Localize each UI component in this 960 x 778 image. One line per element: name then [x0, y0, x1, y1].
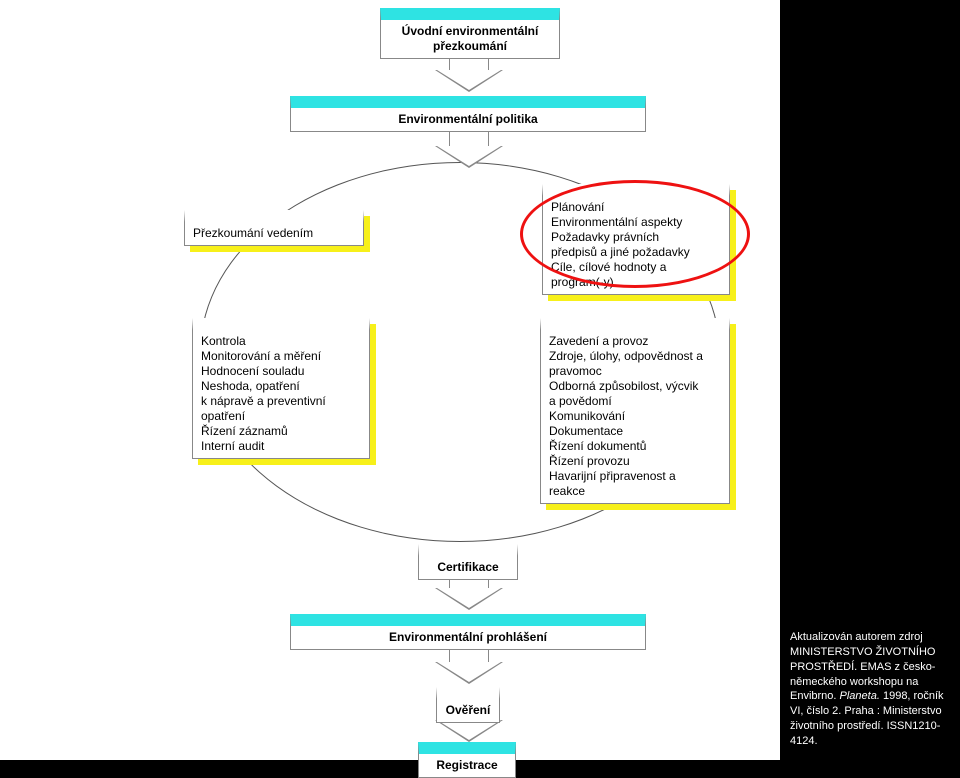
text: Cíle, cílové hodnoty a	[551, 260, 721, 275]
text: Environmentální prohlášení	[299, 630, 637, 645]
box-verification: Ověření	[436, 687, 500, 723]
text: Environmentální aspekty	[551, 215, 721, 230]
box-policy: Environmentální politika	[290, 96, 646, 132]
text: předpisů a jiné požadavky	[551, 245, 721, 260]
text: Neshoda, opatření	[201, 379, 361, 394]
text: Hodnocení souladu	[201, 364, 361, 379]
box-registration: Registrace	[418, 742, 516, 778]
text: MINISTERSTVO ŽIVOTNÍHO	[790, 646, 935, 658]
text: Envibrno.	[790, 690, 840, 702]
box-management-review: Přezkoumání vedením	[184, 210, 364, 246]
text: Přezkoumání vedením	[193, 226, 355, 241]
box-env-declaration: Environmentální prohlášení	[290, 614, 646, 650]
text: pravomoc	[549, 364, 721, 379]
text: Environmentální politika	[299, 112, 637, 127]
text: Kontrola	[201, 334, 361, 349]
text: Komunikování	[549, 409, 721, 424]
text: Registrace	[427, 758, 507, 773]
box-planning: Plánování Environmentální aspekty Požada…	[542, 184, 730, 295]
text: VI, číslo 2. Praha : Ministerstvo	[790, 705, 942, 717]
text: Požadavky právních	[551, 230, 721, 245]
text: PROSTŘEDÍ. EMAS z česko-	[790, 661, 935, 673]
text: a povědomí	[549, 394, 721, 409]
text: německého workshopu na	[790, 676, 918, 688]
text: Interní audit	[201, 439, 361, 454]
text: program(-y)	[551, 275, 721, 290]
text: Řízení provozu	[549, 454, 721, 469]
text: opatření	[201, 409, 361, 424]
text: Aktualizován autorem zdroj	[790, 631, 923, 643]
text: Planeta.	[840, 690, 880, 702]
text: Úvodní environmentální	[402, 24, 539, 38]
text: Certifikace	[427, 560, 509, 575]
text: Řízení záznamů	[201, 424, 361, 439]
text: 1998, ročník	[880, 690, 944, 702]
box-certification: Certifikace	[418, 544, 518, 580]
text: Zavedení a provoz	[549, 334, 721, 349]
text: Dokumentace	[549, 424, 721, 439]
box-implementation: Zavedení a provoz Zdroje, úlohy, odpověd…	[540, 318, 730, 504]
text: k nápravě a preventivní	[201, 394, 361, 409]
text: přezkoumání	[433, 39, 507, 53]
text: reakce	[549, 484, 721, 499]
text: Monitorování a měření	[201, 349, 361, 364]
text: Havarijní připravenost a	[549, 469, 721, 484]
box-control: Kontrola Monitorování a měření Hodnocení…	[192, 318, 370, 459]
arrow-down-4	[435, 644, 503, 684]
box-initial-review: Úvodní environmentální přezkoumání	[380, 8, 560, 59]
arrow-down-2	[435, 128, 503, 168]
text: Zdroje, úlohy, odpovědnost a	[549, 349, 721, 364]
text: Plánování	[551, 200, 721, 215]
text: 4124.	[790, 735, 818, 747]
text: Odborná způsobilost, výcvik	[549, 379, 721, 394]
text: Ověření	[445, 703, 491, 718]
text: životního prostředí. ISSN1210-	[790, 720, 940, 732]
citation-text: Aktualizován autorem zdroj MINISTERSTVO …	[790, 630, 950, 749]
emas-cycle-diagram: Úvodní environmentální přezkoumání Envir…	[0, 0, 780, 760]
text: Řízení dokumentů	[549, 439, 721, 454]
